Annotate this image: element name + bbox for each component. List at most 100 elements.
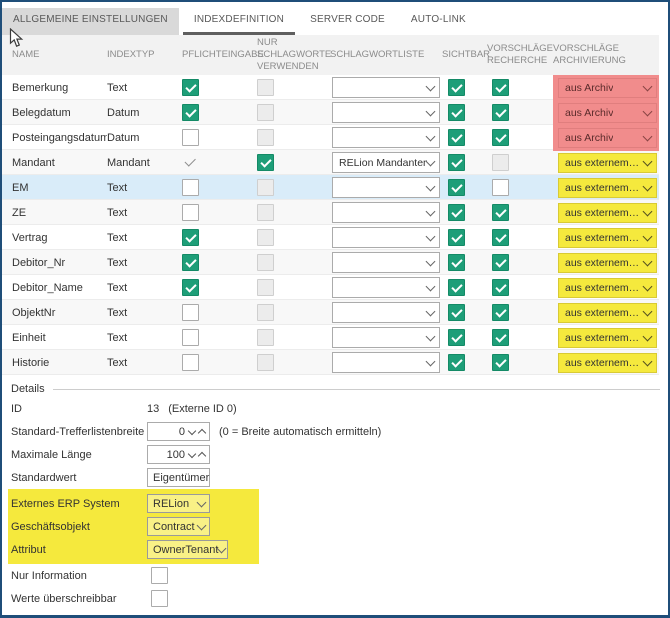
tab-allgemeine-einstellungen[interactable]: ALLGEMEINE EINSTELLUNGEN bbox=[2, 8, 179, 35]
schlagwortliste-select[interactable] bbox=[332, 77, 440, 98]
vorschlaege-archivierung-select[interactable]: aus externem… bbox=[558, 152, 657, 173]
sichtbar-checkbox[interactable] bbox=[448, 329, 465, 346]
vorschlaege-archivierung-select[interactable]: aus externem… bbox=[558, 327, 657, 348]
vorschlaege-recherche-checkbox[interactable] bbox=[492, 79, 509, 96]
vorschlaege-recherche-checkbox[interactable] bbox=[492, 304, 509, 321]
pflichteingabe-checkbox[interactable] bbox=[182, 129, 199, 146]
spinner-up-icon[interactable] bbox=[197, 428, 207, 437]
werte-ueberschreibbar-checkbox[interactable] bbox=[151, 590, 168, 607]
sichtbar-checkbox[interactable] bbox=[448, 229, 465, 246]
schlagwortliste-select[interactable] bbox=[332, 352, 440, 373]
schlagwortliste-select[interactable] bbox=[332, 277, 440, 298]
nur-schlagworte-checkbox[interactable] bbox=[257, 304, 274, 321]
schlagwortliste-select[interactable] bbox=[332, 252, 440, 273]
schlagwortliste-select[interactable] bbox=[332, 177, 440, 198]
pflichteingabe-checkbox[interactable] bbox=[182, 104, 199, 121]
vorschlaege-archivierung-select[interactable]: aus externem… bbox=[558, 177, 657, 198]
sichtbar-checkbox[interactable] bbox=[448, 279, 465, 296]
nur-information-checkbox[interactable] bbox=[151, 567, 168, 584]
vorschlaege-recherche-checkbox[interactable] bbox=[492, 204, 509, 221]
schlagwortliste-select[interactable] bbox=[332, 327, 440, 348]
schlagwortliste-select[interactable] bbox=[332, 102, 440, 123]
vorschlaege-recherche-checkbox[interactable] bbox=[492, 254, 509, 271]
schlagwortliste-select[interactable] bbox=[332, 202, 440, 223]
standardwert-input[interactable]: Eigentümer bbox=[147, 468, 210, 487]
table-row[interactable]: ZE Text aus externem… bbox=[2, 200, 659, 225]
externes-erp-system-select[interactable]: RELion bbox=[147, 494, 210, 513]
nur-schlagworte-checkbox[interactable] bbox=[257, 104, 274, 121]
spinner-down-icon[interactable] bbox=[187, 426, 197, 435]
table-row[interactable]: Debitor_Nr Text aus externem… bbox=[2, 250, 659, 275]
maximale-laenge-spinner[interactable]: 100 bbox=[147, 445, 210, 464]
pflichteingabe-checkbox[interactable] bbox=[182, 79, 199, 96]
nur-schlagworte-checkbox[interactable] bbox=[257, 279, 274, 296]
detail-row-geschaeftsobjekt: Geschäftsobjekt Contract bbox=[11, 515, 259, 538]
nur-schlagworte-checkbox[interactable] bbox=[257, 254, 274, 271]
vorschlaege-recherche-checkbox[interactable] bbox=[492, 154, 509, 171]
vorschlaege-archivierung-select[interactable]: aus externem… bbox=[558, 352, 657, 373]
sichtbar-checkbox[interactable] bbox=[448, 179, 465, 196]
pflichteingabe-checkbox[interactable] bbox=[182, 179, 199, 196]
table-row[interactable]: Vertrag Text aus externem… bbox=[2, 225, 659, 250]
nur-schlagworte-checkbox[interactable] bbox=[257, 204, 274, 221]
table-row[interactable]: EM Text aus externem… bbox=[2, 175, 659, 200]
sichtbar-checkbox[interactable] bbox=[448, 129, 465, 146]
nur-schlagworte-checkbox[interactable] bbox=[257, 354, 274, 371]
vorschlaege-archivierung-select[interactable]: aus externem… bbox=[558, 252, 657, 273]
schlagwortliste-select[interactable] bbox=[332, 127, 440, 148]
vorschlaege-recherche-checkbox[interactable] bbox=[492, 179, 509, 196]
pflichteingabe-checkbox[interactable] bbox=[182, 279, 199, 296]
geschaeftsobjekt-select[interactable]: Contract bbox=[147, 517, 210, 536]
vorschlaege-recherche-checkbox[interactable] bbox=[492, 329, 509, 346]
table-row[interactable]: Debitor_Name Text aus externem… bbox=[2, 275, 659, 300]
vorschlaege-archivierung-select[interactable]: aus Archiv bbox=[558, 78, 657, 98]
sichtbar-checkbox[interactable] bbox=[448, 304, 465, 321]
sichtbar-checkbox[interactable] bbox=[448, 154, 465, 171]
nur-schlagworte-checkbox[interactable] bbox=[257, 129, 274, 146]
vorschlaege-archivierung-select[interactable]: aus externem… bbox=[558, 202, 657, 223]
pflichteingabe-checkbox[interactable] bbox=[182, 354, 199, 371]
sichtbar-checkbox[interactable] bbox=[448, 79, 465, 96]
vorschlaege-recherche-checkbox[interactable] bbox=[492, 229, 509, 246]
attribut-select[interactable]: OwnerTenant bbox=[147, 540, 228, 559]
tab-indexdefinition[interactable]: INDEXDEFINITION bbox=[182, 8, 296, 35]
nur-schlagworte-checkbox[interactable] bbox=[257, 329, 274, 346]
schlagwortliste-select[interactable] bbox=[332, 227, 440, 248]
vorschlaege-recherche-checkbox[interactable] bbox=[492, 279, 509, 296]
table-row[interactable]: Mandant Mandant RELion Mandanten aus ext… bbox=[2, 150, 659, 175]
nur-schlagworte-checkbox[interactable] bbox=[257, 229, 274, 246]
vorschlaege-recherche-checkbox[interactable] bbox=[492, 354, 509, 371]
table-row[interactable]: Einheit Text aus externem… bbox=[2, 325, 659, 350]
vorschlaege-archivierung-select[interactable]: aus externem… bbox=[558, 227, 657, 248]
table-row[interactable]: Posteingangsdatum Datum aus Archiv bbox=[2, 125, 659, 151]
sichtbar-checkbox[interactable] bbox=[448, 354, 465, 371]
table-row[interactable]: ObjektNr Text aus externem… bbox=[2, 300, 659, 325]
tab-auto-link[interactable]: AUTO-LINK bbox=[410, 14, 466, 25]
table-row[interactable]: Historie Text aus externem… bbox=[2, 350, 659, 375]
trefferlistenbreite-spinner[interactable]: 0 bbox=[147, 422, 210, 441]
vorschlaege-archivierung-select[interactable]: aus Archiv bbox=[558, 128, 657, 148]
nur-schlagworte-checkbox[interactable] bbox=[257, 154, 274, 171]
nur-schlagworte-checkbox[interactable] bbox=[257, 79, 274, 96]
spinner-up-icon[interactable] bbox=[197, 451, 207, 460]
table-row[interactable]: Belegdatum Datum aus Archiv bbox=[2, 100, 659, 126]
table-row[interactable]: Bemerkung Text aus Archiv bbox=[2, 75, 659, 101]
tab-server-code[interactable]: SERVER CODE bbox=[310, 14, 385, 25]
vorschlaege-archivierung-select[interactable]: aus Archiv bbox=[558, 103, 657, 123]
vorschlaege-recherche-checkbox[interactable] bbox=[492, 104, 509, 121]
pflichteingabe-checkbox[interactable] bbox=[182, 204, 199, 221]
schlagwortliste-select[interactable]: RELion Mandanten bbox=[332, 152, 440, 173]
spinner-down-icon[interactable] bbox=[187, 449, 197, 458]
sichtbar-checkbox[interactable] bbox=[448, 254, 465, 271]
sichtbar-checkbox[interactable] bbox=[448, 104, 465, 121]
pflichteingabe-checkbox[interactable] bbox=[182, 229, 199, 246]
pflichteingabe-checkbox[interactable] bbox=[182, 304, 199, 321]
nur-schlagworte-checkbox[interactable] bbox=[257, 179, 274, 196]
vorschlaege-archivierung-select[interactable]: aus externem… bbox=[558, 277, 657, 298]
pflichteingabe-checkbox[interactable] bbox=[182, 329, 199, 346]
schlagwortliste-select[interactable] bbox=[332, 302, 440, 323]
sichtbar-checkbox[interactable] bbox=[448, 204, 465, 221]
pflichteingabe-checkbox[interactable] bbox=[182, 254, 199, 271]
vorschlaege-recherche-checkbox[interactable] bbox=[492, 129, 509, 146]
vorschlaege-archivierung-select[interactable]: aus externem… bbox=[558, 302, 657, 323]
